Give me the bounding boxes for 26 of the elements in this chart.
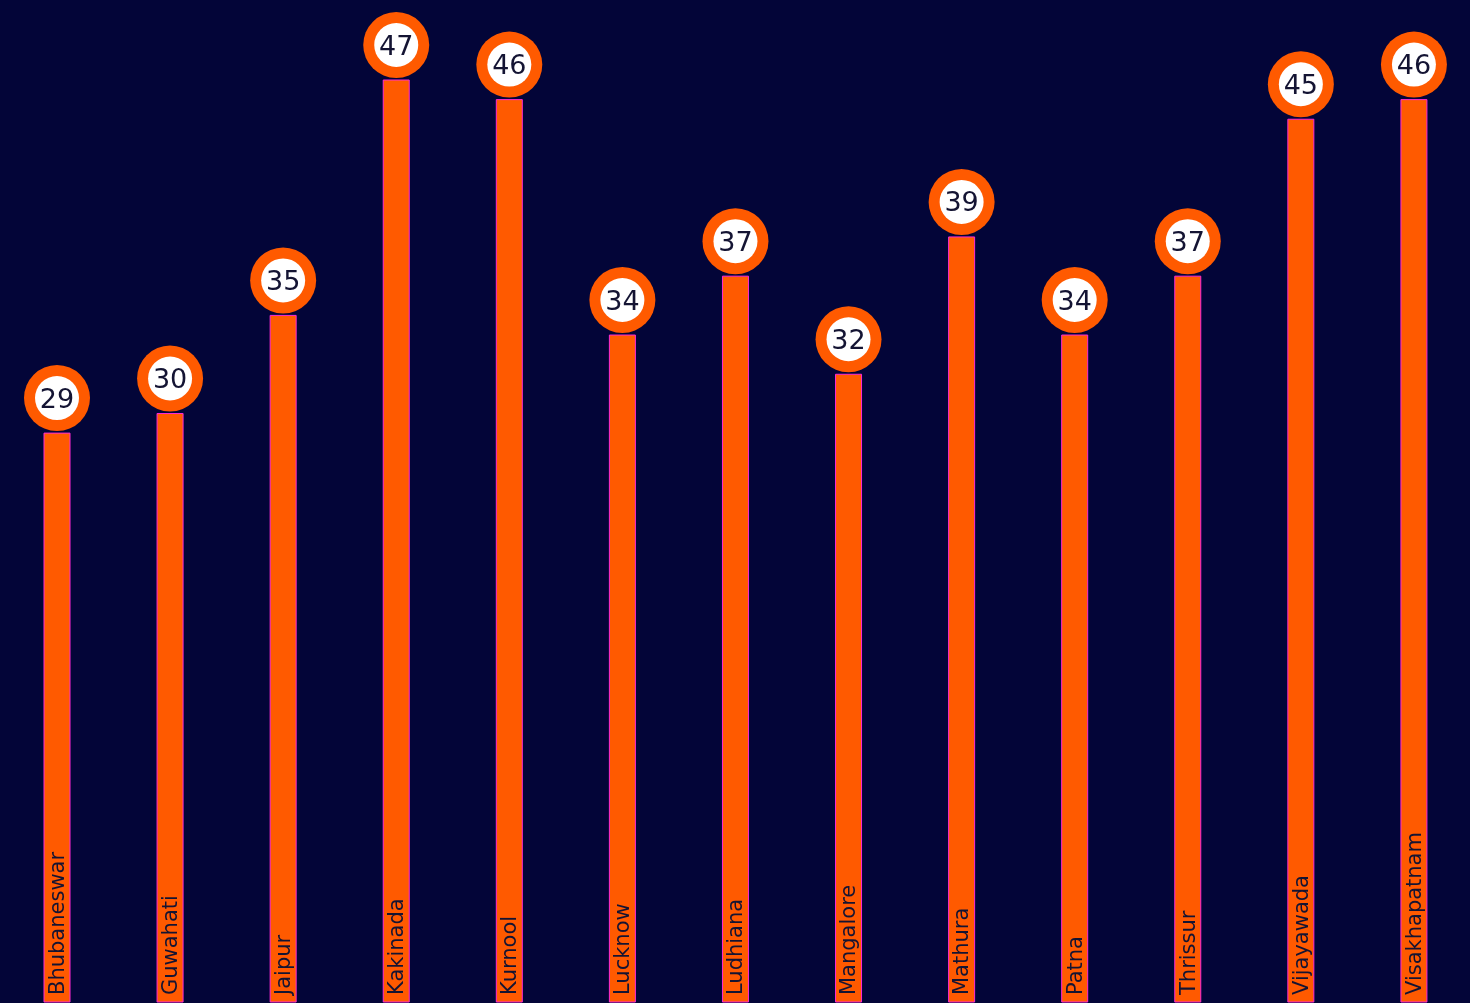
- x-tick-label: Lucknow: [610, 903, 635, 995]
- data-label: 34: [1057, 284, 1092, 316]
- x-tick-label: Ludhiana: [723, 898, 748, 995]
- x-tick-label: Mathura: [949, 907, 974, 995]
- data-label: 39: [944, 186, 979, 218]
- data-label: 32: [831, 323, 866, 355]
- x-tick-label: Thrissur: [1175, 910, 1200, 996]
- data-label: 46: [1396, 49, 1432, 81]
- x-tick-label: Kakinada: [384, 898, 409, 995]
- data-label: 34: [605, 284, 640, 316]
- data-label: 35: [265, 264, 301, 296]
- x-tick-label: Guwahati: [157, 895, 182, 995]
- x-tick-label: Jaipur: [271, 934, 296, 997]
- data-label: 29: [39, 382, 75, 414]
- data-label: 37: [1170, 225, 1205, 257]
- x-tick-label: Bhubaneswar: [44, 851, 69, 995]
- data-label: 37: [718, 225, 753, 257]
- x-tick-label: Patna: [1062, 935, 1087, 995]
- data-label: 45: [1283, 68, 1319, 100]
- data-label: 47: [379, 29, 414, 61]
- x-tick-label: Vijayawada: [1288, 875, 1313, 995]
- x-tick-label: Mangalore: [836, 884, 861, 995]
- data-label: 46: [492, 49, 527, 81]
- x-tick-label: Visakhapatnam: [1401, 832, 1426, 995]
- x-tick-label: Kurnool: [497, 915, 522, 995]
- data-label: 30: [152, 362, 188, 394]
